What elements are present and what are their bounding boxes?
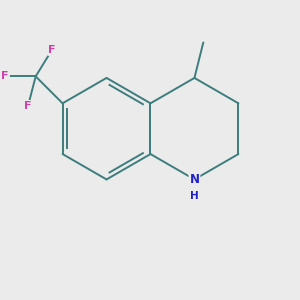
Text: F: F [48, 45, 56, 55]
Text: F: F [24, 101, 32, 111]
Text: F: F [2, 71, 9, 81]
Text: H: H [190, 191, 199, 201]
Text: N: N [189, 173, 200, 186]
